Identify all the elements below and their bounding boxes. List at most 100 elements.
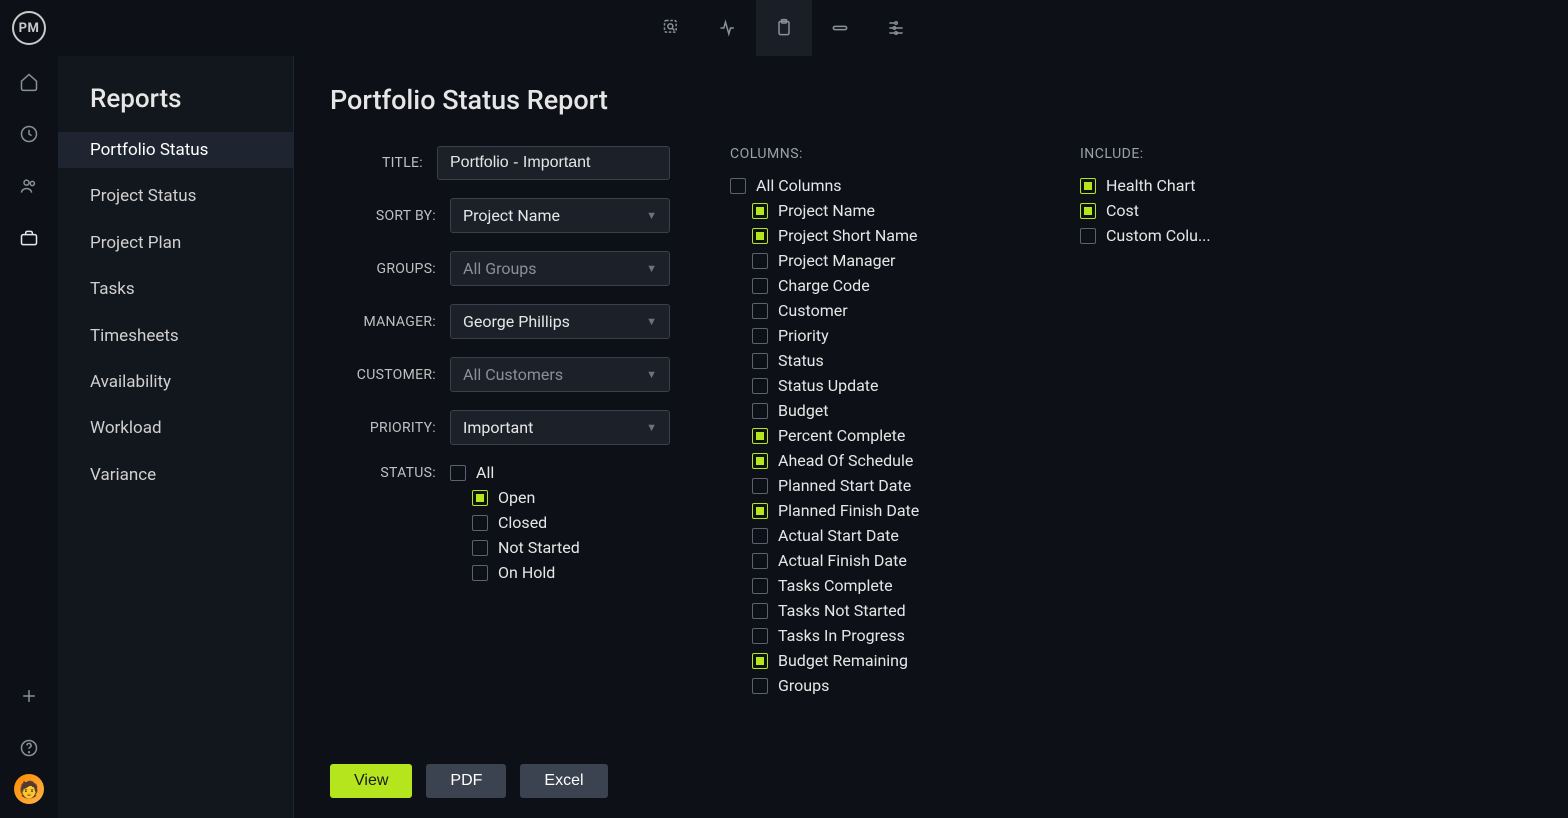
status-checkbox[interactable]: Open	[450, 488, 670, 507]
manager-select[interactable]: George Phillips ▼	[450, 304, 670, 339]
top-bar: PM	[0, 0, 1568, 56]
people-icon[interactable]	[0, 160, 58, 212]
checkbox-label: Project Manager	[778, 251, 895, 270]
checkbox-label: Health Chart	[1106, 176, 1195, 195]
checkbox-label: Actual Start Date	[778, 526, 899, 545]
home-icon[interactable]	[0, 56, 58, 108]
all-columns-label: All Columns	[756, 176, 842, 195]
column-checkbox[interactable]: Percent Complete	[752, 426, 1006, 445]
avatar[interactable]: 🧑	[14, 774, 44, 804]
status-checkbox[interactable]: Not Started	[450, 538, 670, 557]
clipboard-icon[interactable]	[756, 0, 812, 56]
clock-icon[interactable]	[0, 108, 58, 160]
column-checkbox[interactable]: Ahead Of Schedule	[752, 451, 1006, 470]
checkbox-icon	[472, 540, 488, 556]
include-checkbox[interactable]: Custom Colu...	[1080, 226, 1280, 245]
column-checkbox[interactable]: Planned Finish Date	[752, 501, 1006, 520]
link-icon[interactable]	[812, 0, 868, 56]
column-checkbox[interactable]: Groups	[752, 676, 1006, 695]
column-checkbox[interactable]: Tasks In Progress	[752, 626, 1006, 645]
main-content: Portfolio Status Report TITLE: SORT BY: …	[294, 0, 1568, 818]
priority-select[interactable]: Important ▼	[450, 410, 670, 445]
checkbox-icon	[752, 378, 768, 394]
manager-label: MANAGER:	[330, 314, 450, 330]
columns-section: COLUMNS: All Columns Project NameProject…	[730, 146, 1020, 798]
column-checkbox[interactable]: Tasks Not Started	[752, 601, 1006, 620]
checkbox-icon	[752, 403, 768, 419]
briefcase-icon[interactable]	[0, 212, 58, 264]
sidebar-item[interactable]: Portfolio Status	[58, 132, 293, 168]
column-checkbox[interactable]: Actual Finish Date	[752, 551, 1006, 570]
include-section: INCLUDE: Health Chart Cost Custom Colu...	[1080, 146, 1280, 798]
column-checkbox[interactable]: Priority	[752, 326, 1006, 345]
checkbox-icon	[752, 653, 768, 669]
sort-select[interactable]: Project Name ▼	[450, 198, 670, 233]
view-button[interactable]: View	[330, 764, 412, 798]
customer-label: CUSTOMER:	[330, 367, 450, 383]
logo[interactable]: PM	[0, 0, 58, 56]
chevron-down-icon: ▼	[646, 262, 657, 275]
groups-select[interactable]: All Groups ▼	[450, 251, 670, 286]
chevron-down-icon: ▼	[646, 209, 657, 222]
column-checkbox[interactable]: Charge Code	[752, 276, 1006, 295]
status-checkbox[interactable]: Closed	[450, 513, 670, 532]
checkbox-icon	[752, 353, 768, 369]
groups-label: GROUPS:	[330, 261, 450, 277]
columns-header: COLUMNS:	[730, 146, 1020, 162]
checkbox-label: Tasks In Progress	[778, 626, 905, 645]
help-icon[interactable]	[0, 722, 58, 774]
sidebar-item[interactable]: Project Plan	[58, 225, 293, 261]
logo-badge: PM	[12, 11, 46, 45]
checkbox-icon	[752, 478, 768, 494]
checkbox-icon	[752, 503, 768, 519]
column-checkbox[interactable]: Planned Start Date	[752, 476, 1006, 495]
column-checkbox[interactable]: Status Update	[752, 376, 1006, 395]
sidebar-list: Portfolio Status Project Status Project Pl…	[58, 132, 293, 493]
checkbox-label: Customer	[778, 301, 848, 320]
checkbox-label: Status	[778, 351, 824, 370]
checkbox-icon	[752, 328, 768, 344]
sidebar-item[interactable]: Project Status	[58, 178, 293, 214]
priority-label: PRIORITY:	[330, 420, 450, 436]
checkbox-icon	[472, 490, 488, 506]
sort-label: SORT BY:	[330, 208, 450, 224]
checkbox-label: Planned Start Date	[778, 476, 911, 495]
hierarchy-icon[interactable]	[868, 0, 924, 56]
checkbox-icon	[752, 253, 768, 269]
sidebar-item[interactable]: Workload	[58, 410, 293, 446]
chevron-down-icon: ▼	[646, 315, 657, 328]
sidebar-item[interactable]: Variance	[58, 457, 293, 493]
column-checkbox[interactable]: Tasks Complete	[752, 576, 1006, 595]
column-checkbox[interactable]: Budget	[752, 401, 1006, 420]
priority-value: Important	[463, 418, 533, 437]
customer-select[interactable]: All Customers ▼	[450, 357, 670, 392]
column-checkbox[interactable]: Customer	[752, 301, 1006, 320]
columns-list: Project Name Project Short Name Project Ma…	[730, 201, 1006, 695]
all-columns-checkbox[interactable]: All Columns	[730, 176, 1006, 195]
sidebar-item[interactable]: Tasks	[58, 271, 293, 307]
column-checkbox[interactable]: Project Name	[752, 201, 1006, 220]
top-nav-icons	[644, 0, 924, 56]
status-checkbox[interactable]: On Hold	[450, 563, 670, 582]
sidebar-item[interactable]: Timesheets	[58, 318, 293, 354]
checkbox-icon	[752, 628, 768, 644]
column-checkbox[interactable]: Budget Remaining	[752, 651, 1006, 670]
checkbox-icon	[752, 453, 768, 469]
plus-icon[interactable]	[0, 670, 58, 722]
activity-icon[interactable]	[700, 0, 756, 56]
include-header: INCLUDE:	[1080, 146, 1280, 162]
status-checkbox[interactable]: All	[450, 463, 670, 482]
search-zoom-icon[interactable]	[644, 0, 700, 56]
excel-button[interactable]: Excel	[520, 764, 607, 798]
column-checkbox[interactable]: Status	[752, 351, 1006, 370]
column-checkbox[interactable]: Actual Start Date	[752, 526, 1006, 545]
pdf-button[interactable]: PDF	[426, 764, 506, 798]
include-checkbox[interactable]: Health Chart	[1080, 176, 1280, 195]
column-checkbox[interactable]: Project Manager	[752, 251, 1006, 270]
checkbox-label: Budget Remaining	[778, 651, 908, 670]
sidebar-item[interactable]: Availability	[58, 364, 293, 400]
title-input[interactable]	[437, 146, 670, 180]
column-checkbox[interactable]: Project Short Name	[752, 226, 1006, 245]
checkbox-label: Not Started	[498, 538, 580, 557]
include-checkbox[interactable]: Cost	[1080, 201, 1280, 220]
